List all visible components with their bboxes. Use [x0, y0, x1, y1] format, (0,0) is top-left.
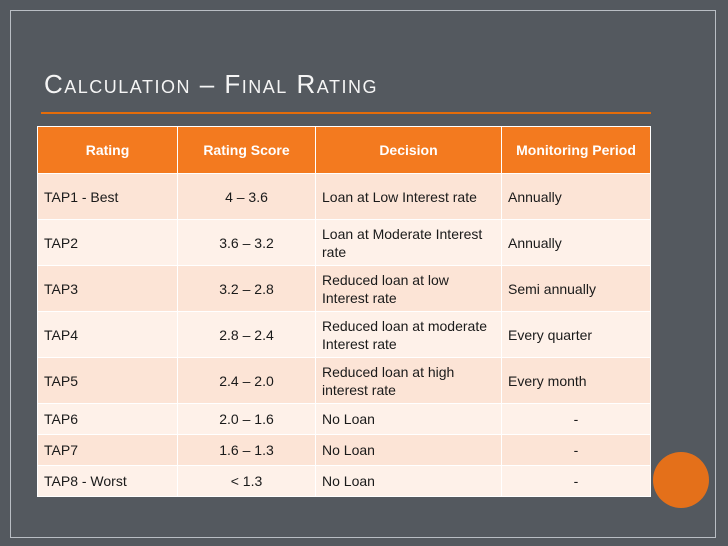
cell-period: Every quarter: [501, 311, 651, 358]
cell-decision: Loan at Low Interest rate: [315, 173, 502, 220]
table-row: TAP3 3.2 – 2.8 Reduced loan at low Inter…: [37, 265, 651, 312]
cell-score: 3.2 – 2.8: [177, 265, 316, 312]
cell-period: Annually: [501, 173, 651, 220]
cell-score: < 1.3: [177, 465, 316, 497]
cell-rating: TAP7: [37, 434, 178, 466]
table-header-row: Rating Rating Score Decision Monitoring …: [37, 126, 651, 174]
cell-score: 1.6 – 1.3: [177, 434, 316, 466]
cell-rating: TAP6: [37, 403, 178, 435]
slide-frame: [10, 10, 716, 538]
header-rating-score: Rating Score: [177, 126, 316, 174]
cell-decision: Reduced loan at moderate Interest rate: [315, 311, 502, 358]
cell-decision: Reduced loan at low Interest rate: [315, 265, 502, 312]
cell-period: Semi annually: [501, 265, 651, 312]
cell-period: -: [501, 434, 651, 466]
table-row: TAP2 3.6 – 3.2 Loan at Moderate Interest…: [37, 219, 651, 266]
cell-score: 4 – 3.6: [177, 173, 316, 220]
header-monitoring-period: Monitoring Period: [501, 126, 651, 174]
header-rating: Rating: [37, 126, 178, 174]
cell-period: Every month: [501, 357, 651, 404]
table-row: TAP7 1.6 – 1.3 No Loan -: [37, 434, 651, 466]
cell-decision: No Loan: [315, 465, 502, 497]
slide-title: Calculation – Final Rating: [44, 69, 378, 99]
cell-rating: TAP4: [37, 311, 178, 358]
table-row: TAP6 2.0 – 1.6 No Loan -: [37, 403, 651, 435]
cell-score: 2.8 – 2.4: [177, 311, 316, 358]
cell-rating: TAP2: [37, 219, 178, 266]
header-decision: Decision: [315, 126, 502, 174]
table-row: TAP1 - Best 4 – 3.6 Loan at Low Interest…: [37, 173, 651, 220]
table-row: TAP4 2.8 – 2.4 Reduced loan at moderate …: [37, 311, 651, 358]
rating-table: Rating Rating Score Decision Monitoring …: [37, 126, 651, 497]
cell-decision: Loan at Moderate Interest rate: [315, 219, 502, 266]
cell-rating: TAP8 - Worst: [37, 465, 178, 497]
cell-decision: Reduced loan at high interest rate: [315, 357, 502, 404]
decorative-orange-circle: [653, 452, 709, 508]
table-row: TAP8 - Worst < 1.3 No Loan -: [37, 465, 651, 497]
cell-period: -: [501, 403, 651, 435]
cell-period: Annually: [501, 219, 651, 266]
title-accent-line: [41, 112, 651, 114]
table-row: TAP5 2.4 – 2.0 Reduced loan at high inte…: [37, 357, 651, 404]
cell-decision: No Loan: [315, 434, 502, 466]
cell-decision: No Loan: [315, 403, 502, 435]
cell-score: 2.4 – 2.0: [177, 357, 316, 404]
cell-period: -: [501, 465, 651, 497]
cell-rating: TAP1 - Best: [37, 173, 178, 220]
cell-rating: TAP3: [37, 265, 178, 312]
cell-rating: TAP5: [37, 357, 178, 404]
cell-score: 2.0 – 1.6: [177, 403, 316, 435]
cell-score: 3.6 – 3.2: [177, 219, 316, 266]
